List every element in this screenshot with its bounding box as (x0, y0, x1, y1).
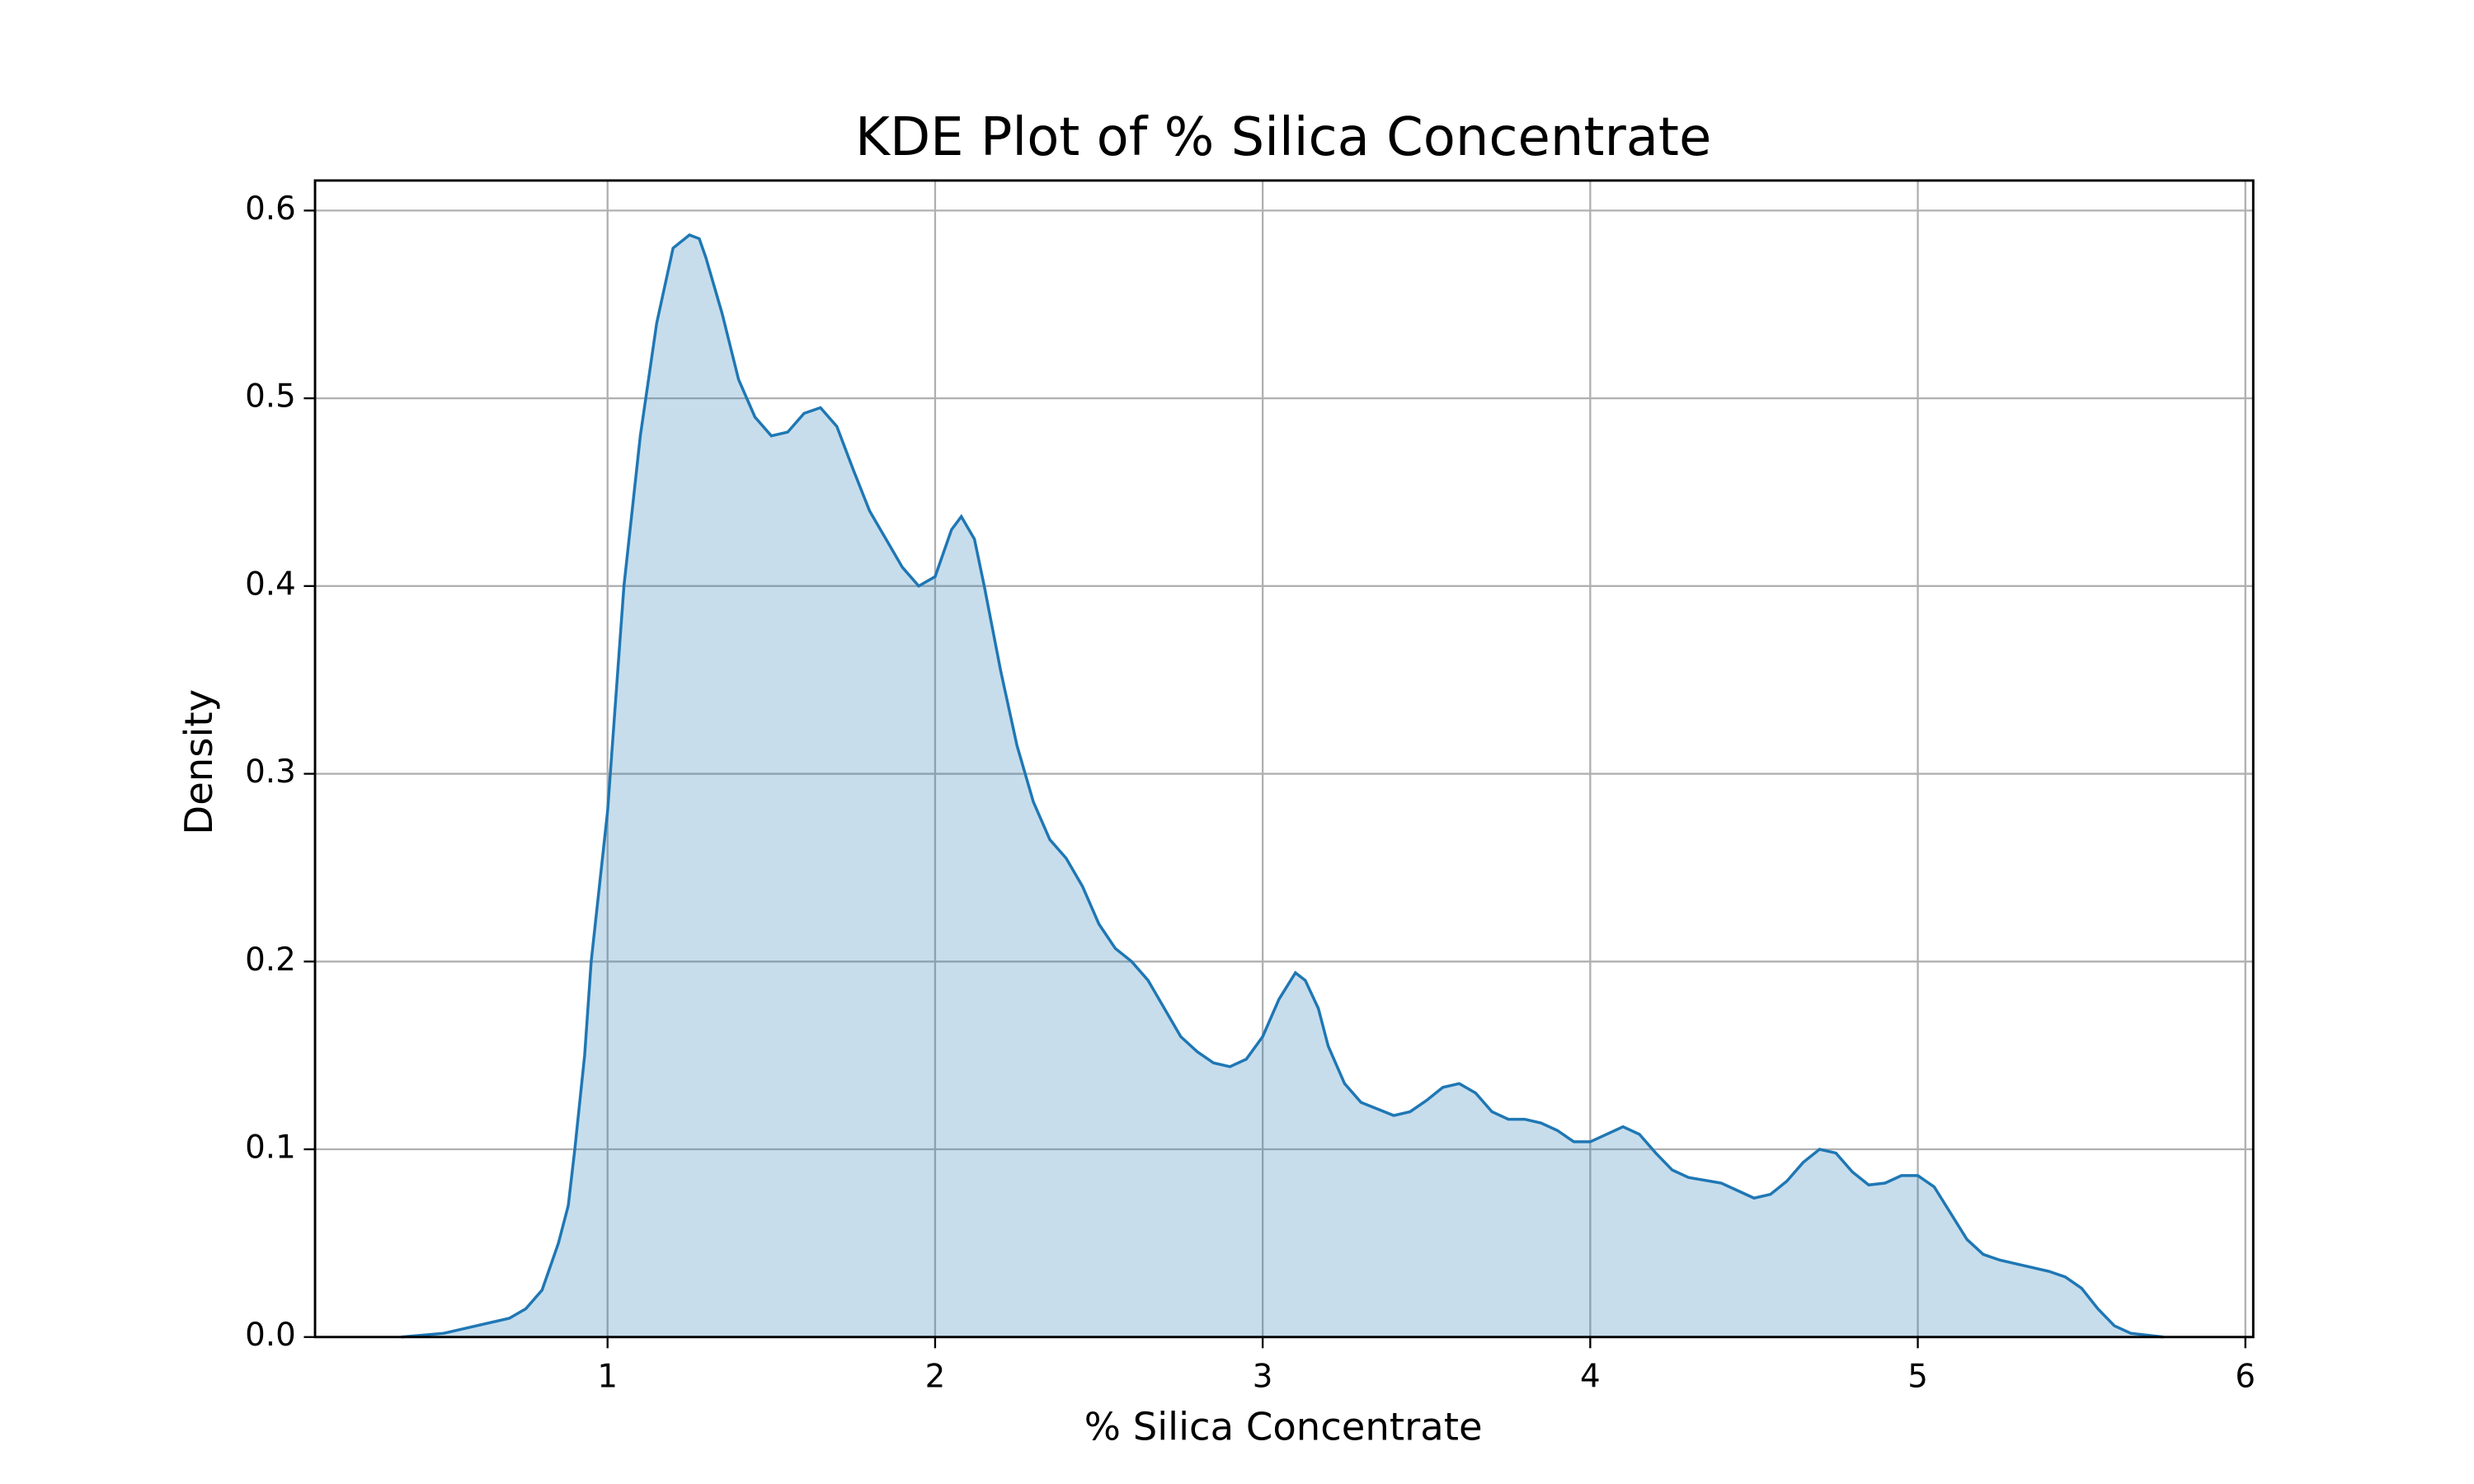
y-tick-label: 0.4 (245, 566, 296, 603)
y-tick-label: 0.5 (245, 378, 296, 416)
x-tick-label: 6 (2235, 1359, 2255, 1396)
kde-line (401, 232, 2164, 1339)
x-tick-label: 3 (1253, 1359, 1273, 1396)
x-tick-label: 2 (925, 1359, 946, 1396)
x-tick-label: 1 (597, 1359, 618, 1396)
chart-title: KDE Plot of % Silica Concentrate (855, 107, 1711, 168)
y-tick-label: 0.2 (245, 942, 296, 979)
y-tick-label: 0.3 (245, 754, 296, 791)
y-tick-label: 0.6 (245, 190, 296, 228)
ticks: 1 2 3 4 5 6 0.0 0.1 0.2 0.3 0.4 0.5 0.6 (245, 190, 2255, 1396)
y-tick-label: 0.0 (245, 1317, 296, 1354)
y-axis-label: Density (176, 689, 221, 835)
y-tick-label: 0.1 (245, 1129, 296, 1167)
x-tick-label: 5 (1907, 1359, 1928, 1396)
x-tick-label: 4 (1580, 1359, 1601, 1396)
x-axis-label: % Silica Concentrate (1084, 1405, 1483, 1449)
plot-area (401, 232, 2164, 1339)
kde-area (401, 234, 2164, 1337)
axes-frame (313, 179, 2255, 1339)
